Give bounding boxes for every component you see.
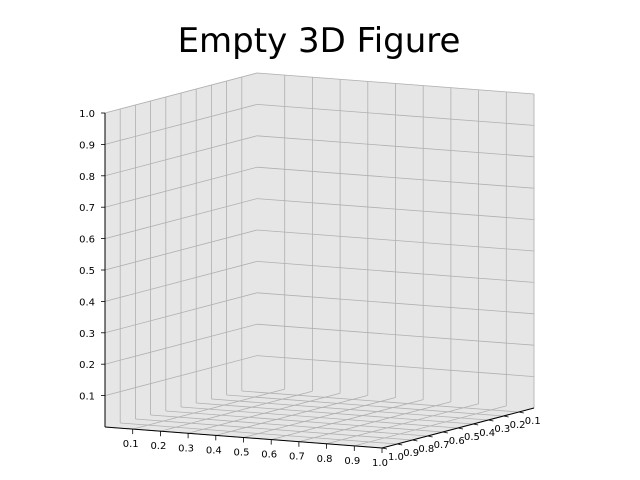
chart-title: Empty 3D Figure bbox=[178, 21, 461, 61]
y-tick-mark bbox=[457, 427, 464, 430]
y-tick-label: 0.9 bbox=[403, 448, 419, 459]
y-tick-label: 0.7 bbox=[434, 440, 450, 451]
y-tick-mark bbox=[427, 435, 433, 438]
z-tick-label: 0.7 bbox=[79, 203, 95, 214]
grid-x-floor bbox=[150, 414, 428, 437]
grid-y-floor bbox=[271, 399, 424, 440]
grid-z-back bbox=[256, 198, 535, 220]
x-tick-label: 0.6 bbox=[261, 450, 277, 461]
grid-z-back bbox=[256, 135, 535, 158]
grid-x-floor bbox=[120, 422, 398, 445]
y-tick-label: 0.3 bbox=[494, 424, 510, 435]
z-tick-label: 0.2 bbox=[79, 360, 95, 371]
y-tick-label: 0.6 bbox=[449, 436, 465, 447]
y-tick-mark bbox=[503, 415, 509, 418]
x-tick-label: 1.0 bbox=[372, 458, 388, 469]
y-tick-mark bbox=[412, 439, 418, 442]
z-tick-label: 0.5 bbox=[79, 266, 95, 277]
y-tick-mark bbox=[518, 411, 524, 414]
x-tick-label: 0.4 bbox=[206, 445, 222, 456]
z-tick-label: 0.6 bbox=[79, 235, 95, 246]
grid-y-floor bbox=[326, 403, 479, 445]
z-tick-label: 0.4 bbox=[79, 297, 95, 308]
y-tick-label: 0.1 bbox=[525, 416, 541, 427]
x-tick-label: 0.9 bbox=[344, 456, 360, 467]
y-tick-label: 1.0 bbox=[388, 452, 404, 463]
y-tick-mark bbox=[488, 419, 494, 422]
grid-z-side bbox=[104, 72, 258, 114]
y-tick-label: 0.8 bbox=[418, 444, 434, 455]
x-tick-label: 0.7 bbox=[289, 452, 305, 463]
x-tick-label: 0.3 bbox=[178, 443, 194, 454]
axis-lines bbox=[101, 112, 535, 453]
tick-labels: 0.1 0.2 0.3 0.4 0.5 0.6 0.7 0.8 0.9 1.00.10.20.30… bbox=[79, 109, 541, 469]
grid-z-side bbox=[104, 135, 258, 177]
grid-z-back bbox=[256, 166, 535, 189]
grid-z-back bbox=[256, 229, 535, 252]
x-tick-label: 0.5 bbox=[234, 448, 250, 459]
grid-z-side bbox=[104, 104, 258, 145]
grid-z-back bbox=[256, 104, 535, 126]
grid-x-floor bbox=[165, 410, 443, 433]
grid-z-side bbox=[104, 166, 258, 208]
grid-y-floor bbox=[243, 397, 396, 438]
x-tick-label: 0.2 bbox=[150, 441, 166, 452]
grid-y-floor bbox=[354, 405, 507, 447]
grid-z-side bbox=[104, 198, 258, 239]
y-tick-label: 0.2 bbox=[510, 420, 526, 431]
z-tick-label: 0.9 bbox=[79, 140, 95, 151]
grid-z-side bbox=[104, 229, 258, 271]
z-tick-label: 0.8 bbox=[79, 172, 95, 183]
grid-y-floor bbox=[298, 401, 452, 443]
z-tick-label: 0.3 bbox=[79, 329, 95, 340]
z-tick-label: 0.1 bbox=[79, 392, 95, 403]
y-tick-mark bbox=[397, 443, 403, 446]
grid-x-floor bbox=[135, 418, 413, 441]
z-tick-label: 1.0 bbox=[79, 109, 95, 120]
axes-panes bbox=[104, 72, 535, 449]
x-tick-label: 0.1 bbox=[123, 439, 139, 450]
y-tick-mark bbox=[442, 431, 448, 434]
y-tick-mark bbox=[473, 423, 479, 426]
grid-lines bbox=[104, 72, 535, 449]
grid-z-back bbox=[256, 72, 535, 95]
x-tick-label: 0.8 bbox=[317, 454, 333, 465]
y-tick-label: 0.5 bbox=[464, 432, 480, 443]
y-tick-mark bbox=[381, 447, 388, 450]
y-tick-label: 0.4 bbox=[479, 428, 495, 439]
